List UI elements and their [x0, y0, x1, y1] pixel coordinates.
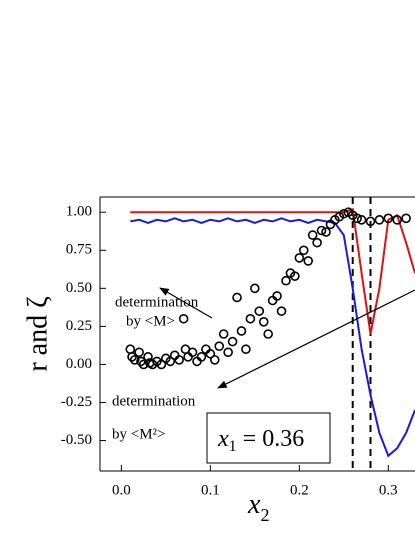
x-tick-label: 0.1 [201, 482, 220, 498]
data-point [241, 344, 251, 355]
data-point [392, 215, 403, 225]
x-tick-label: 0.3 [379, 482, 398, 498]
y-axis-label: r and ζ [22, 296, 53, 371]
data-point [272, 291, 282, 301]
arrow [159, 287, 213, 319]
data-point [125, 344, 136, 355]
data-point [129, 355, 140, 365]
data-point [218, 329, 229, 339]
y-tick-label: 0.00 [66, 356, 92, 372]
x-tick-label: 0.2 [290, 482, 309, 498]
y-tick-label: 0.50 [66, 280, 92, 296]
data-point [298, 245, 309, 256]
plot-area [125, 197, 415, 471]
data-point [352, 213, 362, 224]
y-tick-label: -0.25 [61, 394, 92, 410]
annotation: by <M²> [112, 426, 166, 442]
x-tick-label: 0.0 [112, 482, 131, 498]
data-point [316, 225, 327, 236]
data-point [263, 329, 273, 339]
data-point [245, 313, 256, 324]
x-axis-label: x2 [247, 489, 269, 525]
data-point [307, 230, 318, 240]
data-point [205, 348, 216, 359]
data-point [321, 227, 331, 237]
data-point [290, 271, 300, 281]
box-label: x1 = 0.36 [217, 426, 304, 455]
data-point [356, 215, 367, 225]
data-point [236, 326, 247, 336]
data-point [312, 237, 322, 248]
data-point [165, 356, 176, 367]
data-point [138, 359, 149, 370]
data-point [281, 275, 291, 286]
data-point [365, 216, 376, 227]
data-point [209, 355, 220, 365]
data-point [156, 359, 167, 370]
data-point [339, 208, 349, 219]
data-point [258, 317, 269, 327]
data-point [401, 213, 411, 224]
data-point [223, 347, 233, 358]
data-line [130, 217, 415, 458]
y-tick-label: -0.50 [61, 432, 92, 448]
annotation: by <M> [126, 313, 175, 329]
y-tick-label: 1.00 [66, 204, 92, 220]
data-point [294, 253, 305, 263]
data-point [232, 292, 242, 303]
data-point [250, 283, 260, 294]
data-point [303, 256, 314, 266]
y-tick-label: 0.25 [66, 318, 92, 334]
data-point [227, 336, 238, 347]
annotation: determination [112, 393, 196, 409]
data-point [374, 215, 385, 225]
data-point [178, 313, 189, 324]
data-point [174, 355, 184, 365]
annotation: determination [115, 294, 199, 310]
arrow [217, 289, 415, 389]
data-point [383, 213, 394, 224]
data-point [196, 352, 207, 362]
y-tick-label: 0.75 [66, 242, 92, 258]
data-point [254, 306, 265, 316]
data-point [276, 306, 287, 316]
annotation-box [206, 412, 331, 464]
data-point [187, 347, 198, 358]
data-point [134, 347, 144, 358]
data-point [214, 341, 225, 351]
data-point [143, 352, 153, 362]
